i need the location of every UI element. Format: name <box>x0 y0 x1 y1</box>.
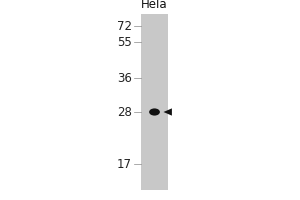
Text: 28: 28 <box>117 106 132 118</box>
Text: 55: 55 <box>117 36 132 48</box>
Text: 36: 36 <box>117 72 132 84</box>
Bar <box>141 14 168 190</box>
Text: 17: 17 <box>117 158 132 170</box>
Polygon shape <box>164 108 172 116</box>
Circle shape <box>149 108 160 116</box>
Text: Hela: Hela <box>141 0 168 11</box>
Text: 72: 72 <box>117 20 132 32</box>
